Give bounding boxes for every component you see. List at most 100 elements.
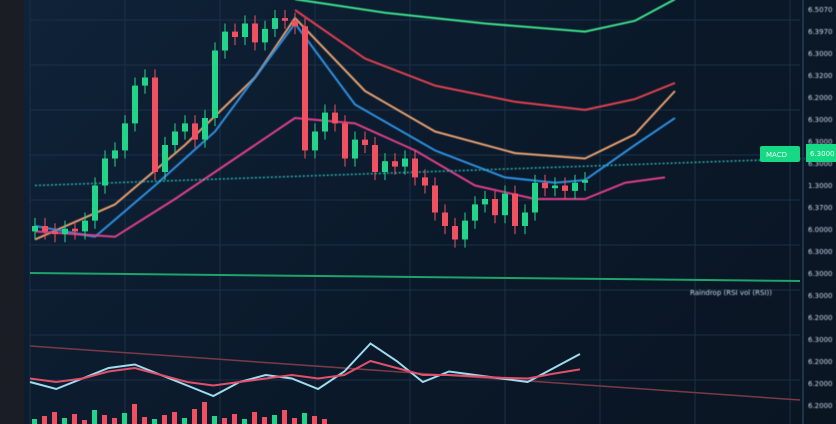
price-badge <box>806 144 836 162</box>
candle <box>262 28 268 43</box>
candle <box>512 193 518 226</box>
moving-average-line-5 <box>34 157 806 187</box>
candle <box>202 118 208 140</box>
price-tick-label: 6.3000 <box>808 116 833 124</box>
candle <box>152 77 158 172</box>
price-tick-label: 6.2000 <box>808 358 833 366</box>
candle <box>282 18 288 21</box>
candle <box>172 131 178 145</box>
histogram-bar <box>62 418 67 424</box>
price-tick-label: 6.2000 <box>808 402 833 410</box>
histogram-bar <box>262 417 267 424</box>
histogram-bar <box>232 414 237 424</box>
price-tick-label: 6.3000 <box>808 160 833 168</box>
histogram-bar <box>102 415 107 424</box>
histogram-bar <box>42 416 47 424</box>
candle <box>562 185 568 191</box>
monitor-bezel <box>0 0 24 424</box>
indicator-label: Raindrop (RSI vol (RSI)) <box>690 289 772 297</box>
panel-divider <box>29 272 801 282</box>
histogram-bar <box>302 413 307 424</box>
histogram-bar <box>202 402 207 424</box>
oscillator-line-1 <box>29 359 581 387</box>
candle <box>252 23 258 43</box>
candle <box>342 123 348 159</box>
histogram-bar <box>242 419 247 424</box>
candle <box>322 112 328 132</box>
candle <box>402 158 408 167</box>
candle <box>472 204 478 221</box>
price-tick-label: 6.2000 <box>808 314 833 322</box>
candle <box>92 185 98 221</box>
price-tick-label: 6.3200 <box>808 72 833 80</box>
candle <box>372 145 378 172</box>
price-tick-label: 6.3970 <box>808 28 833 36</box>
histogram-bar <box>182 418 187 424</box>
candle <box>212 50 218 118</box>
candle <box>542 182 548 189</box>
candle <box>182 123 188 132</box>
candle <box>462 220 468 240</box>
price-tick-label: 6.0000 <box>808 226 833 234</box>
moving-average-line-4 <box>34 117 666 238</box>
histogram-bar <box>112 418 117 424</box>
price-tick-label: 6.3000 <box>808 50 833 58</box>
candle <box>412 158 418 178</box>
candle <box>192 123 198 140</box>
moving-averages <box>34 0 806 241</box>
price-tick-label: 6.3700 <box>808 204 833 212</box>
price-tick-label: 1.3000 <box>808 182 833 190</box>
candle <box>272 18 278 29</box>
histogram-bar <box>92 410 97 424</box>
moving-average-line-1 <box>294 9 676 111</box>
grid <box>29 0 800 424</box>
histogram-bar <box>52 412 57 424</box>
candle <box>242 23 248 37</box>
price-axis: 6.5070 6.3970 6.3000 6.3200 6.2000 6.3000 6.30… <box>808 6 833 410</box>
histogram-bar <box>72 414 77 424</box>
candle <box>132 85 138 124</box>
candle <box>582 180 588 183</box>
chart-screen <box>24 0 836 424</box>
histogram-bar <box>152 419 157 424</box>
candle <box>442 212 448 226</box>
price-tick-label: 6.3000 <box>808 336 833 344</box>
price-tick-label: 6.2000 <box>808 94 833 102</box>
histogram-bar <box>192 409 197 424</box>
candle <box>82 220 88 232</box>
candle <box>552 185 558 189</box>
candle <box>292 20 298 27</box>
price-tick-label: 6.3000 <box>808 292 833 300</box>
histogram-bar <box>292 418 297 424</box>
candle <box>72 228 78 232</box>
candle <box>382 161 388 172</box>
candle <box>42 226 48 232</box>
histogram-bar <box>322 419 327 424</box>
histogram-bar <box>82 420 87 424</box>
macd-badge <box>760 146 800 162</box>
histogram-bar <box>252 412 257 424</box>
histogram-bar <box>172 412 177 424</box>
moving-average-line-3 <box>34 22 676 238</box>
candle <box>452 226 458 240</box>
candle <box>482 199 488 205</box>
candle <box>222 31 228 51</box>
candle <box>502 193 508 216</box>
histogram-bar <box>122 413 127 424</box>
price-tick-label: 6.5070 <box>808 6 833 14</box>
price-badge-value: 6.3000 <box>810 150 835 158</box>
candle <box>302 26 308 151</box>
candle <box>122 123 128 151</box>
candle <box>52 231 58 235</box>
histogram-bar <box>222 418 227 424</box>
candle <box>162 145 168 172</box>
candles <box>32 10 588 248</box>
candle <box>532 182 538 213</box>
histogram-bar <box>132 404 137 424</box>
histogram-bar <box>282 410 287 424</box>
candle <box>112 150 118 159</box>
price-tick-label: 6.2000 <box>808 380 833 388</box>
price-tick-label: 6.3000 <box>808 138 833 146</box>
candle <box>432 185 438 213</box>
